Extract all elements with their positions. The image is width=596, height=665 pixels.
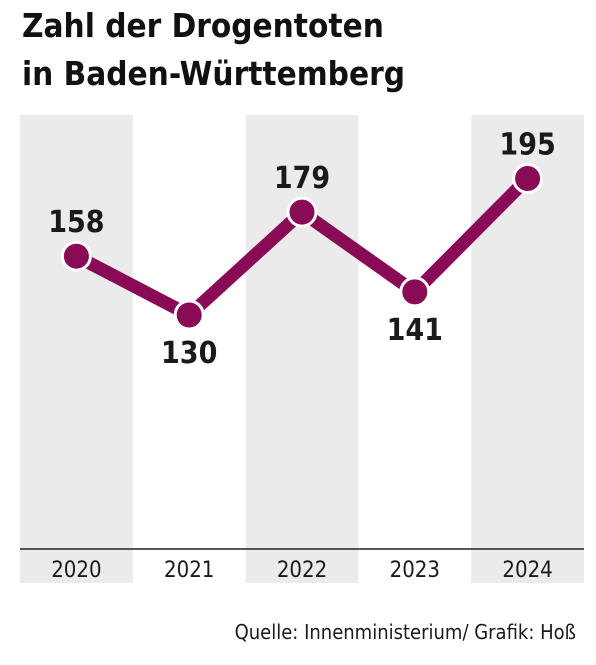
data-label-2021: 130 xyxy=(161,336,217,371)
data-label-2024: 195 xyxy=(499,128,555,163)
data-point-2022 xyxy=(286,196,318,228)
x-tick-label-2023: 2023 xyxy=(390,558,440,583)
x-tick-label-2020: 2020 xyxy=(51,558,101,583)
chart-title-line-2: in Baden-Württemberg xyxy=(22,54,405,93)
chart-title: Zahl der Drogentoten in Baden-Württember… xyxy=(22,2,405,98)
data-label-2020: 158 xyxy=(48,205,104,240)
data-point-2024 xyxy=(512,163,544,194)
chart-title-line-1: Zahl der Drogentoten xyxy=(22,6,384,45)
data-label-2023: 141 xyxy=(387,313,443,348)
x-tick-label-2022: 2022 xyxy=(277,558,327,583)
data-point-2021 xyxy=(173,299,205,331)
column-band-2020 xyxy=(20,115,133,583)
data-point-2023 xyxy=(399,276,431,308)
data-point-2020 xyxy=(60,240,92,272)
x-tick-label-2021: 2021 xyxy=(164,558,214,583)
column-band-2022 xyxy=(245,115,359,583)
data-label-2022: 179 xyxy=(274,161,330,196)
x-tick-label-2024: 2024 xyxy=(502,558,552,583)
source-note: Quelle: Innenministerium/ Grafik: Hoß xyxy=(234,620,576,644)
